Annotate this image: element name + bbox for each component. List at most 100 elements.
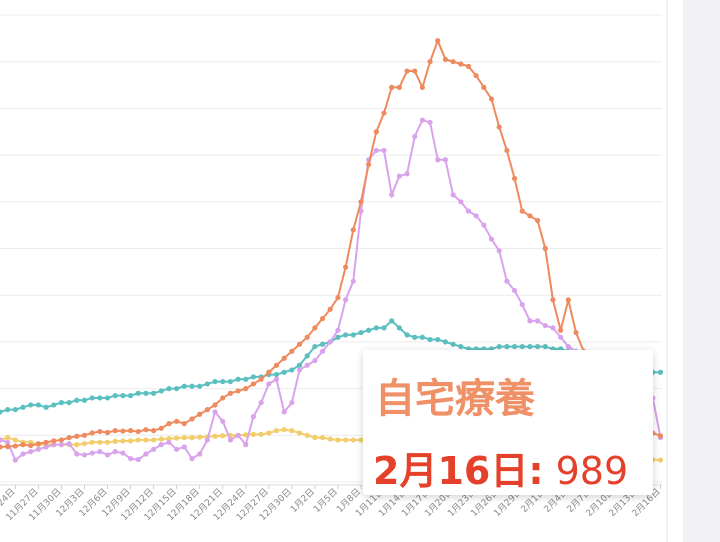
point bbox=[58, 442, 65, 448]
point bbox=[197, 383, 203, 389]
point bbox=[535, 343, 541, 350]
point bbox=[558, 327, 564, 333]
point bbox=[143, 437, 149, 443]
point bbox=[373, 325, 379, 331]
point bbox=[565, 343, 571, 350]
point bbox=[74, 451, 80, 457]
point bbox=[381, 147, 387, 154]
point bbox=[312, 343, 318, 350]
point bbox=[504, 147, 510, 154]
point bbox=[412, 334, 418, 340]
point bbox=[28, 449, 34, 455]
point bbox=[419, 117, 425, 123]
point bbox=[43, 404, 49, 410]
point bbox=[389, 192, 395, 198]
point bbox=[181, 383, 187, 389]
point bbox=[289, 367, 295, 373]
point bbox=[174, 435, 180, 441]
point bbox=[66, 400, 72, 406]
point bbox=[189, 383, 195, 389]
tooltip-date: 2月16日: bbox=[373, 449, 544, 493]
point bbox=[189, 416, 195, 422]
point bbox=[273, 376, 280, 382]
point bbox=[304, 362, 310, 368]
point bbox=[427, 119, 433, 126]
point bbox=[127, 438, 134, 444]
point bbox=[327, 306, 333, 312]
point bbox=[296, 367, 303, 373]
point bbox=[81, 452, 88, 458]
point bbox=[12, 443, 18, 449]
point bbox=[312, 435, 318, 441]
point bbox=[442, 339, 449, 345]
point bbox=[143, 451, 149, 457]
point bbox=[389, 318, 395, 324]
point bbox=[212, 402, 218, 408]
point bbox=[350, 278, 356, 284]
point bbox=[74, 397, 80, 403]
point bbox=[81, 432, 88, 438]
point bbox=[151, 446, 157, 452]
point bbox=[335, 327, 341, 333]
point bbox=[327, 339, 333, 345]
point bbox=[419, 84, 425, 90]
x-tick-label: 1月2日 bbox=[288, 486, 317, 515]
point bbox=[243, 386, 249, 392]
point bbox=[158, 436, 164, 442]
point bbox=[458, 199, 464, 205]
point bbox=[120, 393, 126, 399]
point bbox=[573, 329, 579, 336]
point bbox=[273, 371, 280, 378]
point bbox=[657, 369, 664, 375]
point bbox=[488, 236, 495, 242]
point bbox=[28, 442, 34, 449]
point bbox=[35, 446, 42, 452]
point bbox=[189, 456, 195, 462]
point bbox=[657, 433, 664, 439]
point bbox=[304, 353, 310, 359]
point bbox=[535, 217, 541, 224]
point bbox=[104, 429, 111, 436]
point bbox=[412, 68, 418, 74]
point bbox=[558, 334, 564, 340]
point bbox=[358, 329, 364, 336]
point bbox=[465, 63, 472, 69]
tooltip-box bbox=[363, 350, 653, 495]
point bbox=[465, 208, 472, 214]
point bbox=[550, 325, 556, 331]
point bbox=[289, 348, 295, 354]
point bbox=[135, 390, 141, 396]
point bbox=[28, 402, 34, 408]
point bbox=[89, 450, 95, 456]
point bbox=[166, 439, 172, 445]
point bbox=[81, 441, 88, 447]
point bbox=[335, 334, 341, 340]
point bbox=[97, 449, 103, 455]
point bbox=[89, 439, 95, 445]
point bbox=[427, 336, 433, 343]
point bbox=[104, 439, 111, 445]
point bbox=[197, 451, 203, 457]
point bbox=[366, 327, 372, 333]
point bbox=[112, 393, 118, 399]
point bbox=[74, 442, 80, 448]
point bbox=[404, 68, 410, 74]
point bbox=[220, 418, 226, 424]
point bbox=[135, 437, 141, 443]
point bbox=[74, 433, 80, 439]
point bbox=[435, 157, 441, 163]
point bbox=[450, 59, 456, 65]
point bbox=[227, 390, 233, 396]
point bbox=[220, 395, 226, 401]
point bbox=[458, 61, 464, 67]
point bbox=[450, 192, 456, 198]
point bbox=[227, 378, 233, 385]
point bbox=[43, 439, 49, 445]
point bbox=[227, 437, 233, 443]
point bbox=[258, 431, 264, 437]
point bbox=[319, 435, 326, 441]
point bbox=[12, 457, 18, 463]
point bbox=[435, 336, 441, 343]
point bbox=[281, 355, 287, 361]
point bbox=[89, 430, 95, 436]
